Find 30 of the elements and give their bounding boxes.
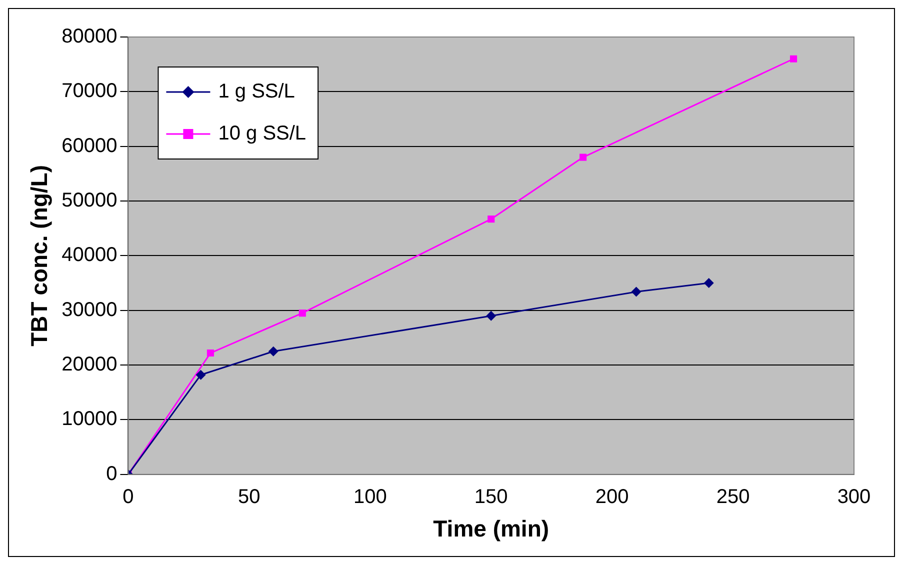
y-tick-label: 0 xyxy=(106,462,118,485)
x-tick-label: 300 xyxy=(837,486,871,508)
point xyxy=(196,370,206,380)
x-tick-label: 200 xyxy=(595,486,629,508)
y-tick-label: 80000 xyxy=(62,26,118,48)
point xyxy=(206,349,214,357)
point xyxy=(268,346,278,356)
point xyxy=(704,278,714,288)
y-tick-label: 40000 xyxy=(62,244,118,266)
y-tick-label: 60000 xyxy=(62,134,118,157)
x-tick-label: 250 xyxy=(716,486,750,508)
x-tick-label: 50 xyxy=(238,486,260,508)
point xyxy=(580,154,587,161)
y-tick-label: 50000 xyxy=(62,190,118,212)
y-tick-label: 20000 xyxy=(62,354,118,376)
x-tick-label: 0 xyxy=(122,486,134,508)
point xyxy=(488,216,495,223)
y-tick-label: 30000 xyxy=(62,298,118,321)
point xyxy=(486,310,496,321)
y-tick-label: 70000 xyxy=(62,80,118,102)
x-axis-title: Time (min) xyxy=(433,516,550,542)
point xyxy=(790,55,798,62)
legend-label: 10 g SS/L xyxy=(218,122,306,145)
y-tick-label: 10000 xyxy=(62,408,118,430)
y-axis-title: TBT conc. (ng/L) xyxy=(26,164,52,346)
point xyxy=(631,286,642,297)
legend-label: 1 g SS/L xyxy=(218,80,295,103)
x-tick-label: 100 xyxy=(353,486,387,508)
x-tick-label: 150 xyxy=(474,486,508,508)
point xyxy=(298,310,306,317)
